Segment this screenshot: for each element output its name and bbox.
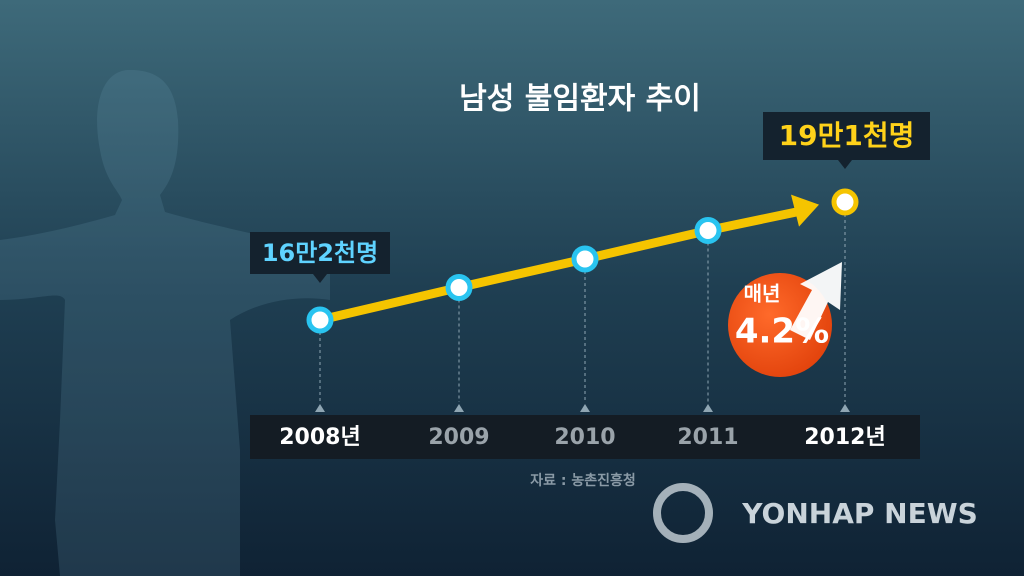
growth-arrow — [790, 262, 842, 340]
value-label-box — [763, 112, 930, 160]
tick-triangle — [454, 404, 464, 412]
tick-triangle — [840, 404, 850, 412]
data-point — [571, 245, 599, 273]
logo-mark — [653, 483, 713, 543]
annotation-value: 4.2% — [735, 312, 829, 352]
arrow-head — [791, 194, 819, 227]
chart-title: 남성 불임환자 추이 — [459, 82, 701, 117]
logo: YONHAP NEWS — [741, 497, 978, 530]
data-point — [831, 188, 859, 216]
tick-triangle — [580, 404, 590, 412]
data-point — [445, 273, 473, 301]
body-silhouette — [0, 70, 330, 576]
tick-triangle — [315, 404, 325, 412]
x-tick-label: 2010 — [554, 425, 615, 450]
value-label: 19만1천명 — [779, 119, 915, 152]
annotation-label: 매년 — [744, 282, 781, 306]
x-tick-label: 2008년 — [279, 425, 360, 450]
source: 자료 : 농촌진흥청 — [530, 472, 636, 489]
tick-triangle — [703, 404, 713, 412]
value-label-box — [250, 232, 390, 274]
value-label-pointer — [313, 274, 327, 283]
x-tick-label: 2011 — [677, 425, 738, 450]
data-point — [306, 306, 334, 334]
value-label-pointer — [838, 160, 852, 169]
x-tick-label: 2012년 — [804, 425, 885, 450]
data-point — [694, 216, 722, 244]
value-label: 16만2천명 — [262, 239, 378, 267]
axis-bar — [250, 415, 920, 459]
growth-badge — [728, 273, 832, 377]
x-tick-label: 2009 — [428, 425, 489, 450]
